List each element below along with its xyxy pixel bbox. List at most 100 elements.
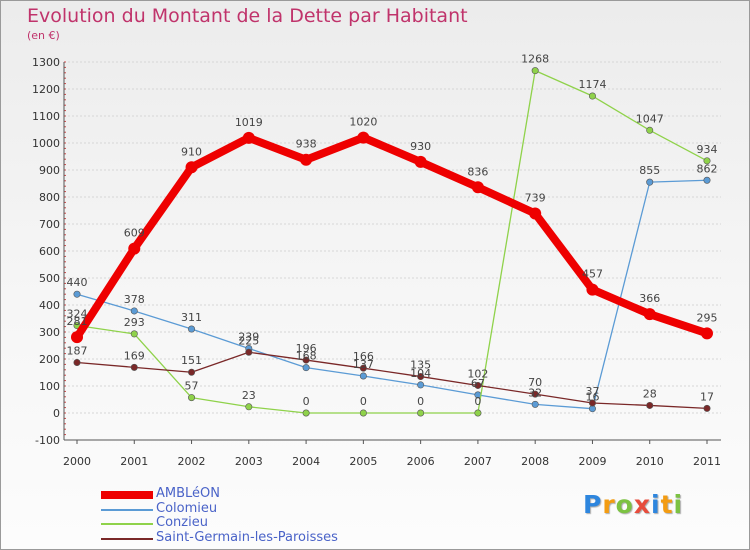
data-label: 457 [582, 268, 603, 281]
data-point [245, 403, 253, 411]
data-label: 378 [124, 293, 145, 306]
data-label: 311 [181, 311, 202, 324]
data-point [130, 330, 138, 338]
y-tick-label: 100 [39, 380, 60, 393]
data-label: 1268 [521, 53, 549, 66]
data-point [300, 153, 313, 166]
data-point [703, 157, 711, 165]
data-point [471, 181, 484, 194]
series-layer [71, 67, 713, 417]
data-point [588, 92, 596, 100]
data-point [185, 161, 198, 174]
chart-subtitle: (en €) [27, 29, 60, 42]
data-point [130, 307, 138, 315]
y-tick-label: 1200 [32, 83, 60, 96]
logo-letter: o [615, 490, 634, 519]
data-point [302, 409, 310, 417]
legend-label: Conzieu [156, 515, 208, 530]
y-tick-label: -100 [35, 434, 60, 447]
data-point [245, 348, 253, 356]
data-label: 934 [697, 143, 718, 156]
data-label: 1174 [578, 78, 606, 91]
data-label: 836 [467, 165, 488, 178]
data-label: 37 [585, 385, 599, 398]
x-tick-label: 2008 [521, 455, 549, 468]
data-label: 196 [296, 342, 317, 355]
data-point [531, 390, 539, 398]
legend-label: Saint-Germain-les-Paroisses [156, 530, 338, 545]
data-label: 0 [417, 395, 424, 408]
data-point [703, 404, 711, 412]
x-tick-label: 2005 [349, 455, 377, 468]
data-label: 70 [528, 376, 542, 389]
data-point [474, 409, 482, 417]
series-line-0 [73, 133, 711, 342]
data-point [302, 364, 310, 372]
grid [64, 61, 721, 441]
data-point [188, 325, 196, 333]
data-point [703, 176, 711, 184]
data-point [531, 67, 539, 75]
x-tick-label: 2010 [636, 455, 664, 468]
data-label: 57 [185, 380, 199, 393]
data-label: 169 [124, 349, 145, 362]
data-label: 102 [467, 367, 488, 380]
data-label: 17 [700, 390, 714, 403]
data-label: 910 [181, 145, 202, 158]
y-tick-label: 600 [39, 245, 60, 258]
data-label: 239 [238, 330, 259, 343]
data-label: 137 [353, 358, 374, 371]
y-tick-label: 400 [39, 299, 60, 312]
data-point [643, 308, 656, 321]
y-tick-label: 800 [39, 191, 60, 204]
data-label: 23 [242, 389, 256, 402]
data-label: 225 [238, 334, 259, 347]
series-line-2 [76, 69, 708, 414]
data-point [302, 356, 310, 364]
data-point [531, 400, 539, 408]
data-point [701, 327, 713, 340]
data-label: 0 [360, 395, 367, 408]
data-point [242, 131, 255, 144]
data-label: 32 [528, 386, 542, 399]
data-label: 104 [410, 367, 431, 380]
y-tick-label: 900 [39, 164, 60, 177]
data-point [529, 207, 542, 220]
data-label: 440 [67, 276, 88, 289]
x-tick-label: 2007 [464, 455, 492, 468]
legend-label: Colomieu [156, 501, 218, 516]
data-point [359, 364, 367, 372]
proxiti-logo: Proxiti [583, 490, 683, 519]
x-tick-label: 2006 [407, 455, 435, 468]
data-label: 187 [67, 345, 88, 358]
x-tick-label: 2009 [578, 455, 606, 468]
series-line-3 [76, 351, 708, 410]
logo-letter: t [660, 490, 674, 519]
logo-letter: P [583, 490, 603, 519]
data-point [359, 409, 367, 417]
data-label: 1019 [235, 116, 263, 129]
data-point [359, 372, 367, 380]
legend-swatch [101, 538, 153, 540]
data-label: 0 [474, 395, 481, 408]
data-point [646, 126, 654, 134]
data-label: 930 [410, 140, 431, 153]
data-label: 67 [471, 377, 485, 390]
legend-swatch [101, 509, 153, 511]
data-point [73, 359, 81, 367]
y-tick-label: 1100 [32, 110, 60, 123]
data-label: 293 [124, 316, 145, 329]
x-tick-label: 2000 [63, 455, 91, 468]
data-label: 609 [124, 227, 145, 240]
data-point [130, 363, 138, 371]
data-point [414, 155, 427, 168]
logo-letter: x [633, 490, 651, 519]
data-point [474, 381, 482, 389]
data-labels: 2816099101019938102093083673945736629544… [67, 53, 718, 408]
y-tick-label: 0 [53, 407, 60, 420]
data-point [646, 401, 654, 409]
data-label: 151 [181, 354, 202, 367]
data-label: 28 [643, 387, 657, 400]
data-label: 855 [639, 164, 660, 177]
legend-swatch [101, 491, 153, 499]
